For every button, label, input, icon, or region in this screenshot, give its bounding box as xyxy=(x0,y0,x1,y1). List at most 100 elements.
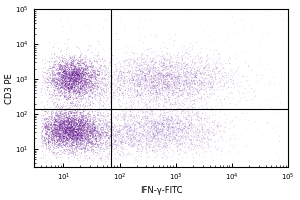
Point xyxy=(70,69,75,72)
Point xyxy=(63,130,68,133)
Point xyxy=(80,92,85,95)
Point xyxy=(211,81,215,84)
Point xyxy=(208,108,213,111)
Point xyxy=(64,76,69,80)
Point xyxy=(108,135,113,138)
Point xyxy=(116,62,121,65)
Point xyxy=(84,56,89,59)
Point xyxy=(118,140,123,143)
Point xyxy=(160,63,165,66)
Point xyxy=(187,69,192,72)
Point xyxy=(184,97,189,101)
Point xyxy=(40,138,45,142)
Point xyxy=(196,77,201,81)
Point xyxy=(193,128,198,131)
Point xyxy=(89,90,94,94)
Point xyxy=(131,128,136,131)
Point xyxy=(132,81,136,85)
Point xyxy=(85,129,90,132)
Point xyxy=(62,152,67,155)
Point xyxy=(70,89,75,92)
Point xyxy=(147,111,152,114)
Point xyxy=(110,76,115,80)
Point xyxy=(87,131,92,134)
Point xyxy=(63,79,68,83)
Point xyxy=(169,136,173,139)
Point xyxy=(117,129,122,133)
Point xyxy=(172,88,176,91)
Point xyxy=(66,119,71,122)
Point xyxy=(54,128,59,131)
Point xyxy=(136,137,141,140)
Point xyxy=(116,77,121,80)
Point xyxy=(192,82,197,85)
Point xyxy=(136,84,141,87)
Point xyxy=(173,115,178,118)
Point xyxy=(82,123,87,126)
Point xyxy=(65,116,70,119)
Point xyxy=(139,92,143,95)
Point xyxy=(88,116,93,119)
Point xyxy=(121,77,126,81)
Point xyxy=(78,129,82,133)
Point xyxy=(88,27,93,30)
Point xyxy=(206,115,211,118)
Point xyxy=(59,138,64,141)
Point xyxy=(90,139,94,142)
Point xyxy=(178,140,183,143)
Point xyxy=(202,110,207,113)
Point xyxy=(172,103,177,106)
Point xyxy=(180,110,185,113)
Point xyxy=(124,135,128,138)
Point xyxy=(121,81,126,85)
Point xyxy=(92,109,97,112)
Point xyxy=(176,81,181,84)
Point xyxy=(71,127,76,130)
Point xyxy=(177,75,182,78)
Point xyxy=(61,77,66,80)
Point xyxy=(221,98,226,101)
Point xyxy=(163,68,168,71)
Point xyxy=(82,78,87,82)
Point xyxy=(52,117,57,120)
Point xyxy=(98,157,103,160)
Point xyxy=(55,102,59,105)
Point xyxy=(100,146,105,150)
Point xyxy=(160,67,165,70)
Point xyxy=(69,61,74,64)
Point xyxy=(134,116,139,120)
Point xyxy=(89,83,94,86)
Point xyxy=(212,61,216,64)
Point xyxy=(90,91,94,95)
Point xyxy=(199,143,203,146)
Point xyxy=(92,57,97,61)
Point xyxy=(58,74,63,77)
Point xyxy=(64,70,68,73)
Point xyxy=(162,77,167,80)
Point xyxy=(75,124,80,128)
Point xyxy=(60,125,65,129)
Point xyxy=(59,137,64,140)
Point xyxy=(68,130,73,133)
Point xyxy=(97,91,102,95)
Point xyxy=(200,81,205,84)
Point xyxy=(80,102,85,106)
Point xyxy=(51,135,56,138)
Point xyxy=(61,74,66,77)
Point xyxy=(85,141,90,144)
Point xyxy=(46,64,51,68)
Point xyxy=(207,76,212,79)
Point xyxy=(57,66,62,70)
Point xyxy=(50,81,55,84)
Point xyxy=(147,69,152,72)
Point xyxy=(126,77,131,81)
Point xyxy=(66,70,71,73)
Point xyxy=(201,88,206,91)
Point xyxy=(154,119,159,122)
Point xyxy=(85,115,90,118)
Point xyxy=(188,147,193,150)
Point xyxy=(114,117,119,121)
Point xyxy=(158,78,163,82)
Point xyxy=(70,124,74,127)
Point xyxy=(146,130,151,134)
